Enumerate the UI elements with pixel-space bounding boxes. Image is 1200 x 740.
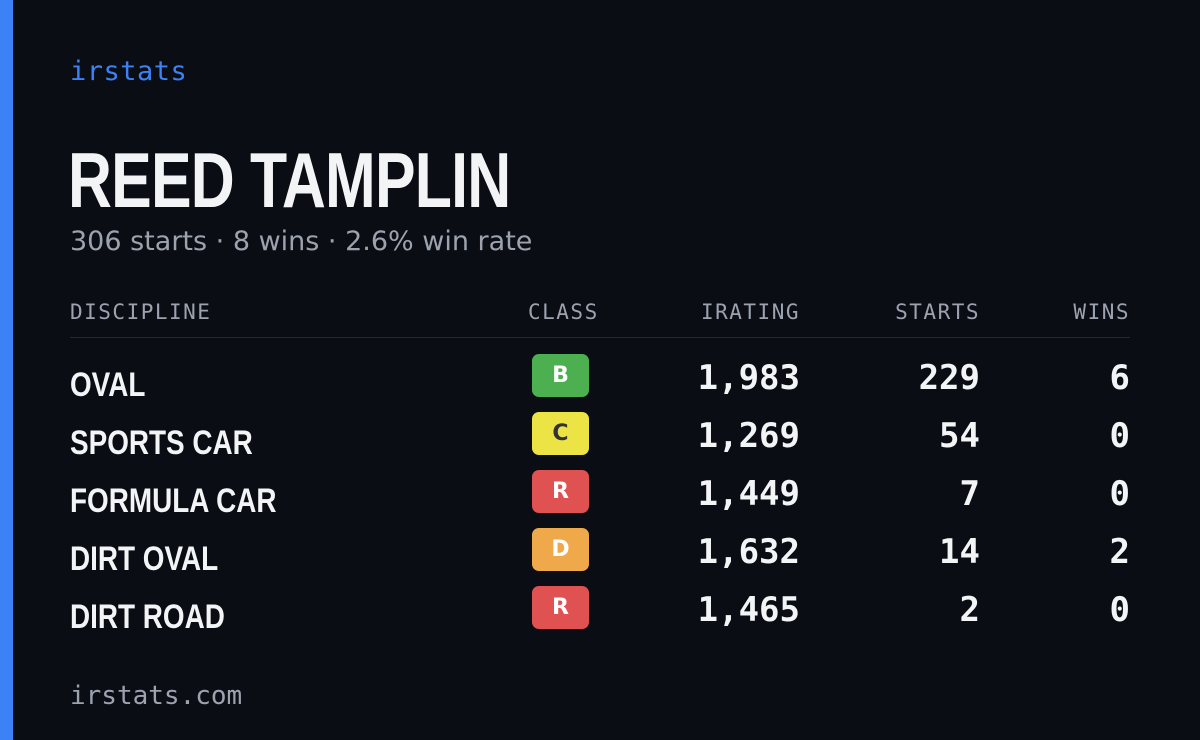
starts-value: 7 [959, 474, 980, 514]
column-header-discipline: DISCIPLINE [70, 300, 212, 324]
class-badge: R [532, 470, 589, 513]
discipline-name: OVAL [70, 366, 146, 404]
class-badge: R [532, 586, 589, 629]
player-name: REED TAMPLIN [68, 136, 511, 224]
footer-url: irstats.com [70, 681, 243, 711]
irating-value: 1,269 [697, 416, 800, 456]
table-row: SPORTS CAR C 1,269 54 0 [70, 408, 1130, 466]
table-row: DIRT ROAD R 1,465 2 0 [70, 582, 1130, 640]
class-badge: C [532, 412, 589, 455]
wins-value: 0 [1109, 590, 1130, 630]
irating-value: 1,449 [697, 474, 800, 514]
irating-value: 1,983 [697, 358, 800, 398]
starts-value: 229 [918, 358, 980, 398]
table-row: OVAL B 1,983 229 6 [70, 350, 1130, 408]
class-badge: D [532, 528, 589, 571]
brand-logo: irstats [70, 56, 188, 87]
starts-value: 54 [939, 416, 980, 456]
stats-table-body: OVAL B 1,983 229 6 SPORTS CAR C 1,269 54… [70, 350, 1130, 640]
wins-value: 6 [1109, 358, 1130, 398]
irating-value: 1,632 [697, 532, 800, 572]
irating-value: 1,465 [697, 590, 800, 630]
wins-value: 2 [1109, 532, 1130, 572]
discipline-name: DIRT OVAL [70, 540, 219, 578]
column-header-irating: IRATING [700, 300, 800, 324]
table-row: FORMULA CAR R 1,449 7 0 [70, 466, 1130, 524]
player-summary: 306 starts · 8 wins · 2.6% win rate [70, 226, 533, 257]
column-header-starts: STARTS [895, 300, 980, 324]
column-header-class: CLASS [528, 300, 599, 324]
discipline-name: DIRT ROAD [70, 598, 225, 636]
discipline-name: FORMULA CAR [70, 482, 277, 520]
class-badge: B [532, 354, 589, 397]
column-header-wins: WINS [1073, 300, 1130, 324]
discipline-name: SPORTS CAR [70, 424, 253, 462]
table-header: DISCIPLINE CLASS IRATING STARTS WINS [70, 300, 1130, 338]
wins-value: 0 [1109, 474, 1130, 514]
table-row: DIRT OVAL D 1,632 14 2 [70, 524, 1130, 582]
starts-value: 2 [959, 590, 980, 630]
starts-value: 14 [939, 532, 980, 572]
wins-value: 0 [1109, 416, 1130, 456]
accent-bar [0, 0, 13, 740]
